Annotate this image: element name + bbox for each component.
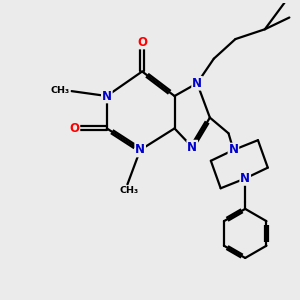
Text: N: N — [240, 172, 250, 185]
Text: O: O — [137, 35, 147, 49]
Text: N: N — [102, 89, 112, 103]
Text: CH₃: CH₃ — [51, 86, 70, 95]
Text: O: O — [69, 122, 80, 135]
Text: N: N — [228, 143, 239, 157]
Text: N: N — [135, 143, 145, 157]
Text: CH₃: CH₃ — [119, 186, 139, 195]
Text: N: N — [187, 141, 197, 154]
Text: N: N — [192, 77, 202, 90]
